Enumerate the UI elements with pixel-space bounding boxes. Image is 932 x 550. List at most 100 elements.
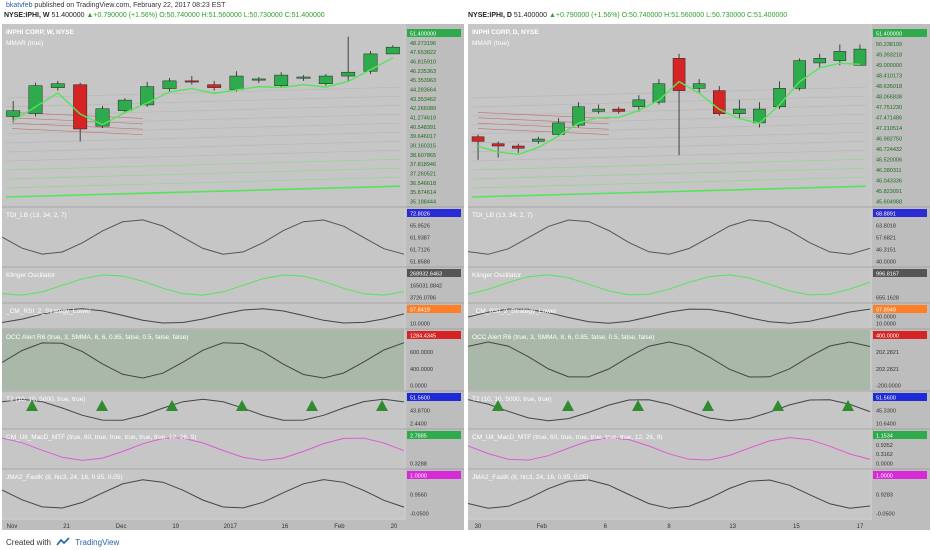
- candle-body: [73, 84, 88, 130]
- up-arrow-icon: ▲: [548, 12, 556, 19]
- indicator-value-label: 51.8588: [410, 260, 430, 266]
- indicator-value-label: 65.9526: [410, 224, 430, 230]
- indicator-value-label: 0.0000: [876, 462, 893, 468]
- indicator-value-label: 600.0000: [410, 350, 433, 356]
- indicator-value-badge: [873, 431, 927, 439]
- weekly-chart-panel[interactable]: INPHI CORP, W, NYSE MMAR (true) 51.400000 4…: [1, 24, 464, 530]
- indicator-name: T2 (10, 10, 5000, true, true): [6, 396, 86, 403]
- price-tick-label: 49.000000: [876, 63, 902, 69]
- candle-body: [833, 51, 847, 61]
- footer: Created with TradingView: [0, 532, 932, 550]
- indicator-value-label: 97.8419: [410, 308, 430, 314]
- mmar-line: [5, 167, 401, 180]
- indicator-name: T2 (10, 10, 5000, true, true): [472, 396, 552, 403]
- last-price: 51.400000: [513, 12, 547, 19]
- price-tick-label: 39.160315: [410, 144, 436, 150]
- signal-triangle: [772, 400, 784, 411]
- indicator-value-label: 10.6400: [876, 422, 896, 428]
- created-with-text: Created with: [6, 538, 51, 547]
- candle-body: [162, 80, 177, 89]
- indicator-name: CM_Ult_MacD_MTF (true, 60, true, true, t…: [472, 434, 662, 441]
- low-value: L:50.730000: [243, 12, 283, 19]
- indicator-value-badge: [873, 331, 927, 339]
- price-tick-label: 45.823091: [876, 189, 902, 195]
- indicator-line: [467, 219, 871, 255]
- indicator-pane-bg: [2, 330, 404, 390]
- indicator-line: [467, 308, 871, 324]
- price-tick-label: 46.520006: [876, 158, 902, 164]
- mmar-line: [471, 104, 867, 117]
- indicator-value-label: 202.2821: [876, 367, 899, 373]
- price-tick-label: 42.266089: [410, 106, 436, 112]
- indicator-name: _CM_RSI_2_Strategy_Lower: [471, 308, 557, 315]
- indicator-line: [1, 308, 405, 324]
- low-value: L:50.730000: [706, 12, 746, 19]
- price-tick-label: 51.400000: [410, 32, 436, 38]
- candle-body: [753, 108, 766, 124]
- indicator-value-badge: [407, 431, 461, 439]
- time-tick-label: 16: [282, 524, 289, 530]
- daily-chart-svg[interactable]: INPHI CORP, D, NYSE MMAR (true) 51.400000 5…: [467, 24, 930, 530]
- high-value: H:51.560000: [201, 12, 242, 19]
- indicator-value-label: 63.8018: [876, 224, 896, 230]
- author-link[interactable]: bkatvfeb: [6, 2, 33, 9]
- mmar-line: [5, 149, 401, 162]
- weekly-chart-svg[interactable]: INPHI CORP, W, NYSE MMAR (true) 51.400000 4…: [1, 24, 464, 530]
- indicator-value-label: 2.7885: [410, 434, 427, 440]
- mmar-red-line: [477, 117, 609, 125]
- indicator-line: [467, 274, 871, 296]
- indicator-value-label: 655.1628: [876, 296, 899, 302]
- indicator-line: [467, 437, 871, 461]
- indicator-value-badge: [407, 305, 461, 313]
- price-tick-label: 36.546618: [410, 181, 436, 187]
- time-tick-label: 30: [475, 524, 482, 530]
- indicator-value-label: 61.9387: [410, 236, 430, 242]
- signal-triangle: [166, 400, 178, 411]
- time-tick-label: 6: [604, 524, 608, 530]
- candle-body: [251, 78, 266, 81]
- candle-body: [385, 46, 400, 55]
- indicator-value-label: -0.0500: [410, 512, 429, 518]
- indicator-value-badge: [873, 269, 927, 277]
- mmar-line: [5, 104, 401, 117]
- candle-body: [207, 84, 222, 88]
- indicator-value-label: 2.4400: [410, 422, 427, 428]
- indicator-pane-bg: [468, 268, 870, 302]
- price-change: +0.790000 (+1.56%): [555, 12, 620, 19]
- indicator-pane-bg: [468, 392, 870, 428]
- price-tick-label: 35.874614: [410, 190, 436, 196]
- signal-triangle: [492, 400, 504, 411]
- candle-body: [50, 83, 65, 88]
- price-tick-label: 43.353462: [410, 97, 436, 103]
- indicator-name: CM_Ult_MacD_MTF (true, 60, true, true, t…: [6, 434, 196, 441]
- mmar-line: [471, 95, 867, 108]
- indicator-value-label: 97.8949: [876, 308, 896, 314]
- time-axis-bg: [2, 520, 464, 530]
- indicator-value-badge: [407, 269, 461, 277]
- time-tick-label: 19: [172, 524, 179, 530]
- price-tick-label: 48.066838: [876, 95, 902, 101]
- fast-ma-line: [477, 62, 860, 156]
- indicator-name: TDI_LB (13, 34, 2, 7): [472, 212, 533, 219]
- indicator-value-label: 90.0000: [876, 315, 896, 321]
- indicator-value-badge: [407, 331, 461, 339]
- price-tick-label: 46.235363: [410, 69, 436, 75]
- daily-chart-panel[interactable]: INPHI CORP, D, NYSE MMAR (true) 51.400000 5…: [467, 24, 930, 530]
- indicator-value-label: 51.5600: [410, 396, 430, 402]
- indicator-value-label: 51.5600: [876, 396, 896, 402]
- indicator-pane-bg: [2, 470, 404, 518]
- tradingview-link[interactable]: TradingView: [75, 538, 120, 547]
- signal-triangle: [842, 400, 854, 411]
- chart-title: INPHI CORP, W, NYSE: [6, 29, 74, 36]
- indicator-pane-bg: [468, 470, 870, 518]
- symbol-name: NYSE:IPHI, W: [4, 12, 50, 19]
- time-tick-label: 21: [63, 524, 70, 530]
- indicator-pane-bg: [2, 208, 404, 266]
- price-tick-label: 47.471486: [876, 116, 902, 122]
- mmar-red-line: [477, 112, 609, 119]
- signal-triangle: [306, 400, 318, 411]
- mmar-line: [5, 113, 401, 126]
- indicator-value-badge: [873, 471, 927, 479]
- indicator-value-label: 0.3162: [876, 452, 893, 458]
- time-tick-label: 2017: [224, 524, 238, 530]
